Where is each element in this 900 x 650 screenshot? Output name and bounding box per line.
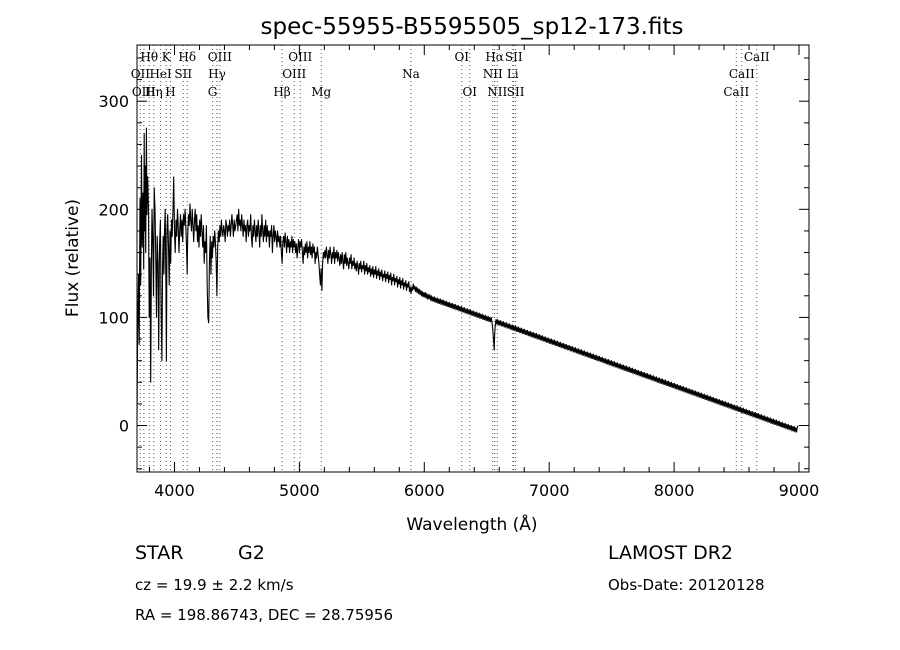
line-label-19: Hα <box>485 50 504 64</box>
y-tick-label-0: 0 <box>119 417 129 436</box>
y-axis-label: Flux (relative) <box>63 199 83 317</box>
line-label-14: Hβ <box>273 85 290 99</box>
line-label-25: CaII <box>744 50 770 64</box>
line-label-0: Hθ <box>140 50 158 64</box>
line-label-7: SII <box>174 67 192 81</box>
line-label-11: G <box>208 85 218 99</box>
line-label-24: SII <box>507 85 525 99</box>
x-axis-label: Wavelength (Å) <box>406 513 537 535</box>
line-label-23: NII <box>487 85 507 99</box>
line-label-16: Na <box>402 67 420 81</box>
spectrum-line-0 <box>136 127 799 433</box>
line-label-6: Hδ <box>178 50 196 64</box>
spectrum-series <box>136 127 799 433</box>
plot-axes: 4000 5000 6000 7000 8000 9000 0 100 200 300 <box>98 44 820 500</box>
y-tick-label-200: 200 <box>98 200 129 219</box>
line-label-22: Li <box>507 67 519 81</box>
survey-name: LAMOST DR2 <box>608 542 733 564</box>
observation-date: Obs-Date: 20120128 <box>608 576 765 594</box>
x-tick-label-5000: 5000 <box>279 481 320 500</box>
line-label-17: OI <box>454 50 469 64</box>
line-label-3: K <box>162 50 172 64</box>
coordinates: RA = 198.86743, DEC = 28.75956 <box>135 606 393 624</box>
line-label-8: H <box>165 85 175 99</box>
line-label-26: CaII <box>729 67 755 81</box>
line-label-12: OIII <box>288 50 312 64</box>
x-tick-label-8000: 8000 <box>654 481 695 500</box>
chart-title: spec-55955-B5595505_sp12-173.fits <box>261 14 684 40</box>
y-tick-label-100: 100 <box>98 308 129 327</box>
x-tick-label-9000: 9000 <box>779 481 820 500</box>
line-label-10: Hγ <box>208 67 226 81</box>
line-label-13: OIII <box>282 67 306 81</box>
line-label-18: OI <box>462 85 477 99</box>
y-tick-label-300: 300 <box>98 92 129 111</box>
line-label-21: NII <box>483 67 503 81</box>
x-tick-label-7000: 7000 <box>529 481 570 500</box>
plot-frame <box>136 44 810 473</box>
object-class: STAR <box>135 542 183 564</box>
line-label-20: SII <box>505 50 523 64</box>
redshift-velocity: cz = 19.9 ± 2.2 km/s <box>135 576 294 594</box>
line-label-5: Hη <box>145 85 163 99</box>
line-label-15: Mg <box>311 85 331 99</box>
spectral-line-markers: Hθ OII OIII K HeI Hη Hδ SII H OIII Hγ G OIII OIII Hβ Mg… <box>131 45 770 472</box>
line-label-9: OIII <box>208 50 232 64</box>
object-subclass: G2 <box>238 542 265 564</box>
line-label-4: HeI <box>149 67 172 81</box>
line-label-2: OIII <box>132 85 156 99</box>
line-label-1: OII <box>131 67 151 81</box>
x-tick-label-4000: 4000 <box>154 481 195 500</box>
line-label-27: CaII <box>723 85 749 99</box>
x-tick-label-6000: 6000 <box>404 481 445 500</box>
